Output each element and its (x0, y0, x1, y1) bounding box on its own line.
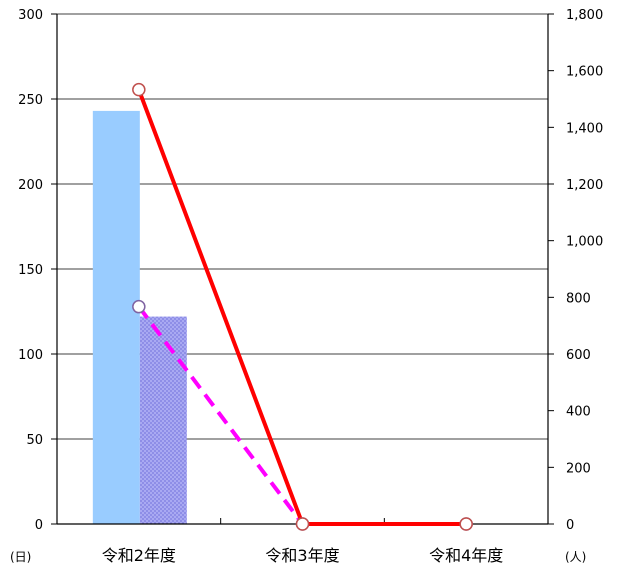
right-tick-label: 1,800 (566, 8, 603, 23)
series-point (132, 299, 146, 314)
series-point (459, 517, 473, 531)
left-tick-label: 50 (26, 433, 43, 448)
left-tick-label: 100 (18, 348, 43, 363)
right-tick-label: 0 (566, 518, 574, 533)
right-tick-label: 800 (566, 291, 591, 306)
category-label: 令和3年度 (265, 546, 339, 565)
category-label: 令和4年度 (429, 546, 503, 565)
right-tick-label: 400 (566, 405, 591, 420)
left-tick-label: 300 (18, 8, 43, 23)
left-tick-label: 250 (18, 93, 43, 108)
series-line (136, 88, 467, 526)
category-label: 令和2年度 (102, 546, 176, 565)
right-tick-label: 1,200 (566, 178, 603, 193)
bar (92, 110, 140, 525)
left-unit-label: (日) (10, 550, 31, 564)
labels: 0 50 100 150 200 250 300 0 200 400 600 800 1,000 1,20… (10, 8, 603, 565)
right-tick-label: 600 (566, 348, 591, 363)
bar (139, 316, 187, 524)
right-tick-label: 200 (566, 461, 591, 476)
series-point (295, 517, 310, 531)
left-tick-label: 150 (18, 263, 43, 278)
right-unit-label: (人) (565, 550, 586, 564)
right-tick-label: 1,600 (566, 65, 603, 80)
right-tick-label: 1,400 (566, 121, 603, 136)
series-line (137, 305, 467, 526)
series-point (132, 82, 146, 97)
right-tick-label: 1,000 (566, 235, 603, 250)
lines (132, 82, 473, 531)
left-tick-label: 0 (35, 518, 43, 533)
left-tick-label: 200 (18, 178, 43, 193)
bars (92, 110, 187, 525)
